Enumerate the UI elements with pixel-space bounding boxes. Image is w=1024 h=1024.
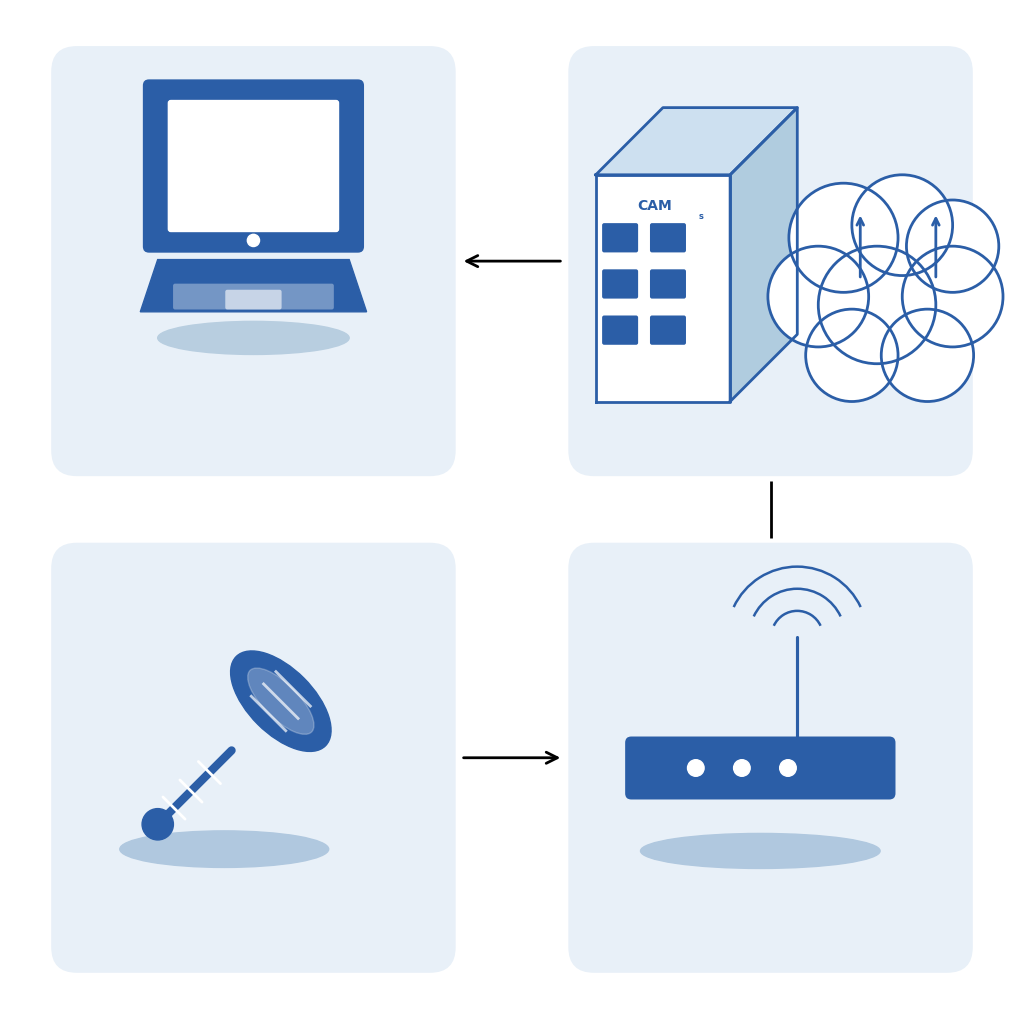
Text: CAM: CAM xyxy=(637,199,672,213)
FancyBboxPatch shape xyxy=(51,543,456,973)
FancyBboxPatch shape xyxy=(225,290,282,309)
FancyBboxPatch shape xyxy=(602,315,638,345)
Circle shape xyxy=(818,246,936,364)
Circle shape xyxy=(687,760,705,776)
Ellipse shape xyxy=(230,651,331,752)
Circle shape xyxy=(902,246,1004,347)
FancyBboxPatch shape xyxy=(650,223,686,253)
Ellipse shape xyxy=(120,830,329,867)
Circle shape xyxy=(882,309,974,401)
Circle shape xyxy=(788,183,898,293)
FancyBboxPatch shape xyxy=(650,269,686,299)
Ellipse shape xyxy=(641,834,881,868)
FancyBboxPatch shape xyxy=(568,46,973,476)
Polygon shape xyxy=(596,108,798,175)
Ellipse shape xyxy=(248,668,314,734)
Circle shape xyxy=(248,234,259,247)
Text: s: s xyxy=(698,212,703,221)
Polygon shape xyxy=(596,175,730,401)
Circle shape xyxy=(768,246,868,347)
FancyBboxPatch shape xyxy=(602,223,638,253)
FancyBboxPatch shape xyxy=(168,100,339,232)
Polygon shape xyxy=(730,108,798,401)
FancyBboxPatch shape xyxy=(625,736,895,800)
Circle shape xyxy=(806,309,898,401)
FancyBboxPatch shape xyxy=(51,46,456,476)
Circle shape xyxy=(906,200,998,293)
FancyBboxPatch shape xyxy=(173,284,334,309)
Polygon shape xyxy=(140,259,367,311)
Circle shape xyxy=(779,760,797,776)
FancyBboxPatch shape xyxy=(650,315,686,345)
Circle shape xyxy=(733,760,751,776)
FancyBboxPatch shape xyxy=(568,543,973,973)
Circle shape xyxy=(142,809,173,840)
FancyBboxPatch shape xyxy=(143,80,365,253)
Ellipse shape xyxy=(158,322,349,354)
Circle shape xyxy=(852,175,952,275)
FancyBboxPatch shape xyxy=(602,269,638,299)
